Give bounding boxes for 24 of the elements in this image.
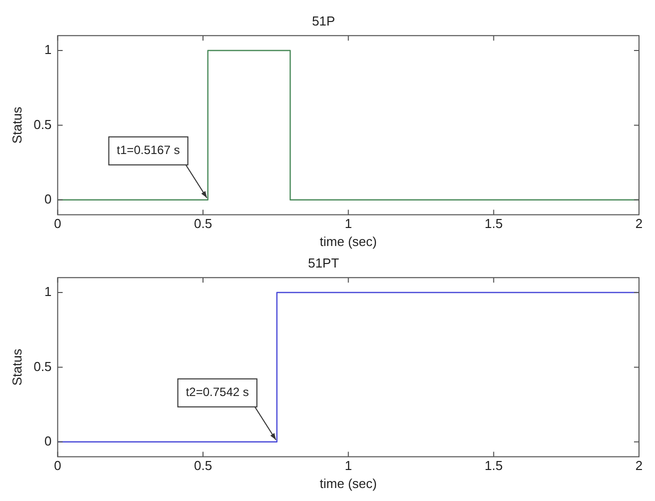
x-tick-label: 0.5 [194, 458, 212, 474]
x-tick-label: 1.5 [484, 216, 503, 232]
chart-title: 51P [312, 13, 336, 28]
x-tick-label: 0 [54, 458, 62, 474]
y-axis-title: Status [9, 106, 24, 144]
x-tick-label: 1 [344, 458, 352, 474]
y-tick-label: 0.5 [34, 358, 52, 374]
y-tick-label: 0.5 [34, 116, 52, 132]
y-tick-label: 0 [44, 191, 52, 206]
x-tick-label: 1.5 [484, 458, 503, 474]
y-tick-label: 1 [44, 284, 52, 300]
x-axis-title: time (sec) [320, 234, 377, 249]
chart-title: 51PT [308, 255, 340, 270]
annotation: t2=0.7542 s [186, 385, 249, 400]
x-axis-title: time (sec) [320, 476, 377, 491]
annotation: t1=0.5167 s [116, 143, 180, 158]
y-tick-label: 0 [44, 433, 52, 448]
x-tick-label: 0 [54, 216, 62, 232]
x-tick-label: 0.5 [194, 216, 212, 232]
x-tick-label: 2 [635, 458, 643, 474]
y-axis-title: Status [9, 348, 24, 386]
y-tick-label: 1 [44, 42, 52, 58]
x-tick-label: 2 [635, 216, 643, 232]
x-tick-label: 1 [344, 216, 352, 232]
